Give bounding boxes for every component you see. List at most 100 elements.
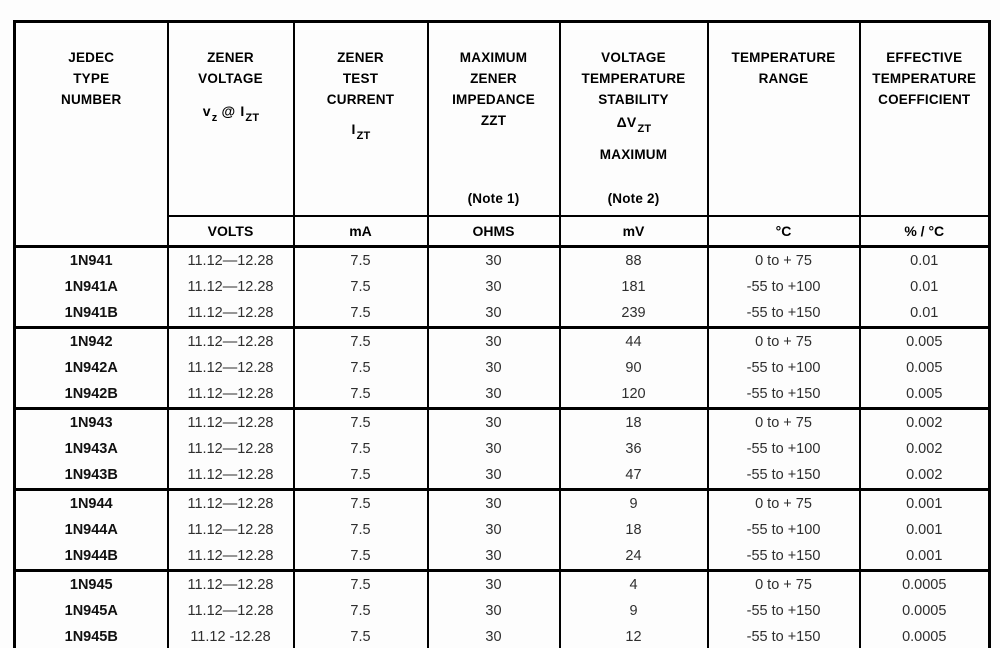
cell-value: -55 to +150 xyxy=(706,300,861,328)
cell-value: 11.12—12.28 xyxy=(166,300,295,328)
cell-value: 4 xyxy=(558,570,709,598)
cell-value: 7.5 xyxy=(292,246,429,274)
cell-value: 0.002 xyxy=(858,462,991,490)
note-2-ref: (Note 2) xyxy=(607,191,660,206)
cell-type-number: 1N941A xyxy=(13,274,169,300)
table-header: JEDEC TYPE NUMBER ZENER VOLTAGE vz @ IZT xyxy=(13,21,991,247)
header-line: TEST xyxy=(342,71,379,86)
header-line: VOLTAGE xyxy=(601,50,666,65)
cell-value: 181 xyxy=(558,274,709,300)
unit-celsius: °C xyxy=(706,215,861,247)
cell-value: 7.5 xyxy=(292,598,429,624)
table-row: 1N942B 11.12—12.28 7.5 30 120 -55 to +150 0.00… xyxy=(13,381,991,409)
table-row: 1N943A 11.12—12.28 7.5 30 36 -55 to +100 0.002 xyxy=(13,436,991,462)
table-row: 1N942 11.12—12.28 7.5 30 44 0 to + 75 0.005 xyxy=(13,327,991,355)
cell-value: 7.5 xyxy=(292,489,429,517)
symbol-base: I xyxy=(240,103,245,119)
cell-value: 30 xyxy=(426,274,561,300)
unit-volts: VOLTS xyxy=(166,215,295,247)
col-header-max-impedance: MAXIMUM ZENER IMPEDANCE ZZT (Note 1) xyxy=(426,21,561,216)
header-line: EFFECTIVE xyxy=(886,50,963,65)
cell-value: 120 xyxy=(558,381,709,409)
cell-value: 11.12—12.28 xyxy=(166,408,295,436)
cell-value: -55 to +100 xyxy=(706,436,861,462)
cell-value: 44 xyxy=(558,327,709,355)
cell-value: 0 to + 75 xyxy=(706,489,861,517)
header-line: ZENER xyxy=(337,50,384,65)
cell-value: 30 xyxy=(426,408,561,436)
cell-value: 7.5 xyxy=(292,300,429,328)
cell-value: 0.001 xyxy=(858,489,991,517)
unit-ohms: OHMS xyxy=(426,215,561,247)
table-row: 1N941B 11.12—12.28 7.5 30 239 -55 to +150 0.01 xyxy=(13,300,991,328)
cell-value: 0.01 xyxy=(858,246,991,274)
table-row: 1N945A 11.12—12.28 7.5 30 9 -55 to +150 0.0005 xyxy=(13,598,991,624)
cell-value: 30 xyxy=(426,489,561,517)
cell-value: 0.002 xyxy=(858,408,991,436)
header-line: CURRENT xyxy=(326,92,395,107)
cell-value: 30 xyxy=(426,570,561,598)
cell-value: 7.5 xyxy=(292,436,429,462)
symbol-delta-vzt: ΔVZT xyxy=(617,112,651,135)
cell-value: 11.12—12.28 xyxy=(166,274,295,300)
cell-value: 0.001 xyxy=(858,517,991,543)
header-line: TEMPERATURE xyxy=(872,71,977,86)
header-line: JEDEC xyxy=(68,50,115,65)
cell-value: 9 xyxy=(558,598,709,624)
cell-type-number: 1N945 xyxy=(13,570,169,598)
col-header-voltage-stability: VOLTAGE TEMPERATURE STABILITY ΔVZT MAXIM… xyxy=(558,21,709,216)
cell-value: 30 xyxy=(426,462,561,490)
header-line: TYPE xyxy=(73,71,110,86)
symbol-base: v xyxy=(202,103,211,119)
cell-value: 0.0005 xyxy=(858,624,991,648)
table-row: 1N942A 11.12—12.28 7.5 30 90 -55 to +100 0.005 xyxy=(13,355,991,381)
table-row: 1N944 11.12—12.28 7.5 30 9 0 to + 75 0.001 xyxy=(13,489,991,517)
header-line: NUMBER xyxy=(61,92,122,107)
cell-value: 30 xyxy=(426,246,561,274)
cell-type-number: 1N944A xyxy=(13,517,169,543)
header-line: COEFFICIENT xyxy=(878,92,971,107)
symbol-at: @ xyxy=(221,103,236,119)
cell-value: 0 to + 75 xyxy=(706,327,861,355)
cell-type-number: 1N944 xyxy=(13,489,169,517)
cell-value: 0 to + 75 xyxy=(706,570,861,598)
symbol-subscript: ZT xyxy=(637,123,652,135)
cell-value: 18 xyxy=(558,517,709,543)
cell-value: 30 xyxy=(426,300,561,328)
cell-value: 7.5 xyxy=(292,543,429,571)
cell-value: 0.01 xyxy=(858,274,991,300)
cell-value: 11.12—12.28 xyxy=(166,598,295,624)
header-line: ZENER xyxy=(207,50,254,65)
cell-value: 7.5 xyxy=(292,327,429,355)
cell-value: 88 xyxy=(558,246,709,274)
symbol-vz-at-izt: vz @ IZT xyxy=(203,101,259,124)
type-group-1: 1N941 11.12—12.28 7.5 30 88 0 to + 75 0.01 1N94… xyxy=(13,246,991,328)
cell-value: 11.12—12.28 xyxy=(166,570,295,598)
cell-value: 7.5 xyxy=(292,274,429,300)
cell-type-number: 1N943 xyxy=(13,408,169,436)
unit-mv: mV xyxy=(558,215,709,247)
cell-value: 11.12—12.28 xyxy=(166,543,295,571)
cell-value: 11.12—12.28 xyxy=(166,246,295,274)
table-row: 1N945B 11.12 -12.28 7.5 30 12 -55 to +150 0.00… xyxy=(13,624,991,648)
header-line: TEMPERATURE xyxy=(731,50,836,65)
cell-value: 11.12—12.28 xyxy=(166,517,295,543)
cell-value: 30 xyxy=(426,624,561,648)
type-group-4: 1N944 11.12—12.28 7.5 30 9 0 to + 75 0.001 1N94… xyxy=(13,489,991,571)
cell-type-number: 1N943A xyxy=(13,436,169,462)
symbol-subscript: ZT xyxy=(245,112,260,124)
cell-value: 7.5 xyxy=(292,381,429,409)
cell-value: 47 xyxy=(558,462,709,490)
cell-value: 239 xyxy=(558,300,709,328)
cell-value: 11.12—12.28 xyxy=(166,436,295,462)
cell-value: 18 xyxy=(558,408,709,436)
symbol-subscript: ZT xyxy=(356,130,371,142)
cell-value: 11.12—12.28 xyxy=(166,462,295,490)
zener-spec-table: JEDEC TYPE NUMBER ZENER VOLTAGE vz @ IZT xyxy=(13,20,991,648)
header-line: MAXIMUM xyxy=(599,147,668,162)
cell-type-number: 1N944B xyxy=(13,543,169,571)
cell-value: 0 to + 75 xyxy=(706,408,861,436)
cell-value: 30 xyxy=(426,543,561,571)
unit-pct-per-celsius: % / °C xyxy=(858,215,991,247)
